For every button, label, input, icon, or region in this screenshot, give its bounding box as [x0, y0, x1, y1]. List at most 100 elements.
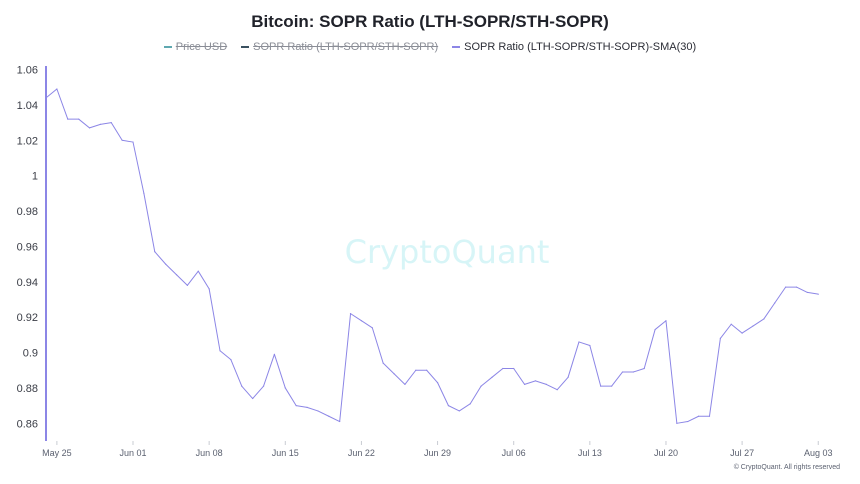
y-tick-label: 0.96: [17, 241, 38, 253]
data-point: [252, 397, 254, 400]
data-point: [273, 353, 276, 355]
data-point: [67, 118, 69, 120]
data-point: [175, 274, 178, 276]
legend-item-sopr-ratio-sma[interactable]: SOPR Ratio (LTH-SOPR/STH-SOPR)-SMA(30): [452, 41, 696, 53]
data-point: [687, 420, 689, 423]
data-point: [121, 139, 123, 141]
y-tick-label: 1.02: [17, 135, 38, 147]
data-point: [502, 367, 504, 370]
data-point: [469, 403, 471, 405]
x-tick-label: Jun 29: [424, 448, 451, 458]
data-point: [154, 251, 156, 253]
data-point: [643, 367, 645, 370]
data-point: [186, 284, 188, 286]
y-tick-label: 0.86: [17, 418, 38, 430]
data-point: [284, 387, 286, 389]
data-point: [806, 291, 808, 294]
data-point: [78, 118, 80, 120]
data-point: [556, 389, 558, 391]
data-point: [143, 192, 145, 194]
data-point: [436, 382, 439, 384]
data-point: [621, 371, 624, 373]
y-tick-label: 0.94: [17, 277, 38, 289]
y-tick-label: 0.92: [17, 312, 38, 324]
x-tick-label: Jul 20: [654, 448, 678, 458]
data-point: [795, 286, 798, 288]
data-point: [393, 373, 395, 375]
y-tick-label: 1: [32, 171, 38, 183]
data-point: [730, 323, 732, 325]
data-point: [654, 328, 656, 331]
y-tick-label: 1.04: [17, 100, 38, 112]
data-point: [491, 376, 493, 378]
series-line-sopr-ratio-sma30[interactable]: [45, 88, 819, 424]
data-point: [774, 302, 776, 304]
x-tick-label: Jul 27: [730, 448, 754, 458]
data-point: [534, 380, 537, 382]
data-point: [382, 362, 384, 364]
data-point: [110, 122, 112, 124]
legend-swatch-sopr-ratio: [241, 46, 250, 48]
data-point: [719, 337, 721, 340]
x-tick-label: May 25: [42, 448, 72, 458]
data-point: [480, 385, 482, 387]
data-point: [371, 327, 373, 329]
data-point: [600, 385, 602, 387]
data-point: [56, 88, 58, 90]
data-point: [132, 141, 134, 143]
x-tick-label: Jun 22: [348, 448, 375, 458]
y-tick-label: 0.9: [23, 348, 38, 360]
data-point: [45, 97, 47, 99]
legend-item-price-usd[interactable]: Price USD: [163, 41, 228, 53]
data-point: [339, 420, 341, 423]
data-point: [219, 350, 221, 352]
data-point: [262, 385, 265, 387]
watermark-logo: CryptoQuant: [345, 233, 550, 271]
data-point: [578, 341, 580, 343]
y-axis-ticks: 1.06 1.04 1.02 1 0.98 0.96 0.94 0.92 0.9 0.88 0.86: [17, 65, 38, 431]
data-point: [545, 383, 547, 385]
legend-swatch-sopr-ratio-sma: [452, 46, 461, 48]
legend-label-sopr-ratio: SOPR Ratio (LTH-SOPR/STH-SOPR): [253, 41, 439, 53]
data-point: [708, 415, 711, 417]
data-point: [349, 313, 352, 315]
legend-swatch-price-usd: [163, 46, 172, 48]
data-point: [741, 332, 743, 334]
data-point: [208, 288, 210, 290]
copyright-notice: © CryptoQuant. All rights reserved: [733, 464, 840, 471]
chart-legend: Price USD SOPR Ratio (LTH-SOPR/STH-SOPR)…: [0, 41, 860, 53]
data-point: [763, 318, 765, 320]
x-tick-label: Jul 13: [578, 448, 602, 458]
data-point: [328, 415, 330, 417]
data-point: [241, 385, 243, 387]
chart-title: Bitcoin: SOPR Ratio (LTH-SOPR/STH-SOPR): [251, 12, 609, 31]
data-point: [317, 410, 319, 412]
legend-label-price-usd: Price USD: [175, 41, 228, 53]
data-point: [360, 320, 363, 322]
data-point: [632, 371, 634, 373]
data-point: [665, 320, 667, 322]
data-point: [197, 270, 199, 272]
data-point: [567, 376, 569, 378]
y-tick-label: 1.06: [17, 65, 38, 77]
data-point: [295, 405, 297, 407]
data-point: [752, 325, 754, 327]
data-point: [785, 286, 787, 288]
legend-item-sopr-ratio[interactable]: SOPR Ratio (LTH-SOPR/STH-SOPR): [241, 41, 438, 53]
data-point: [426, 369, 428, 371]
x-tick-label: Jun 08: [196, 448, 223, 458]
data-point: [817, 293, 819, 295]
data-point: [415, 369, 417, 371]
data-point: [165, 263, 167, 265]
x-tick-label: Aug 03: [804, 448, 833, 458]
legend-label-sopr-ratio-sma: SOPR Ratio (LTH-SOPR/STH-SOPR)-SMA(30): [464, 41, 697, 53]
data-point: [99, 123, 101, 125]
series-group: [45, 88, 819, 424]
x-axis-ticks: May 25 Jun 01 Jun 08 Jun 15 Jun 22 Jun 29 Jul …: [42, 441, 833, 458]
data-point: [404, 383, 406, 385]
x-tick-label: Jun 01: [119, 448, 146, 458]
x-tick-label: Jun 15: [272, 448, 299, 458]
data-point: [610, 385, 613, 387]
data-point: [458, 410, 460, 412]
